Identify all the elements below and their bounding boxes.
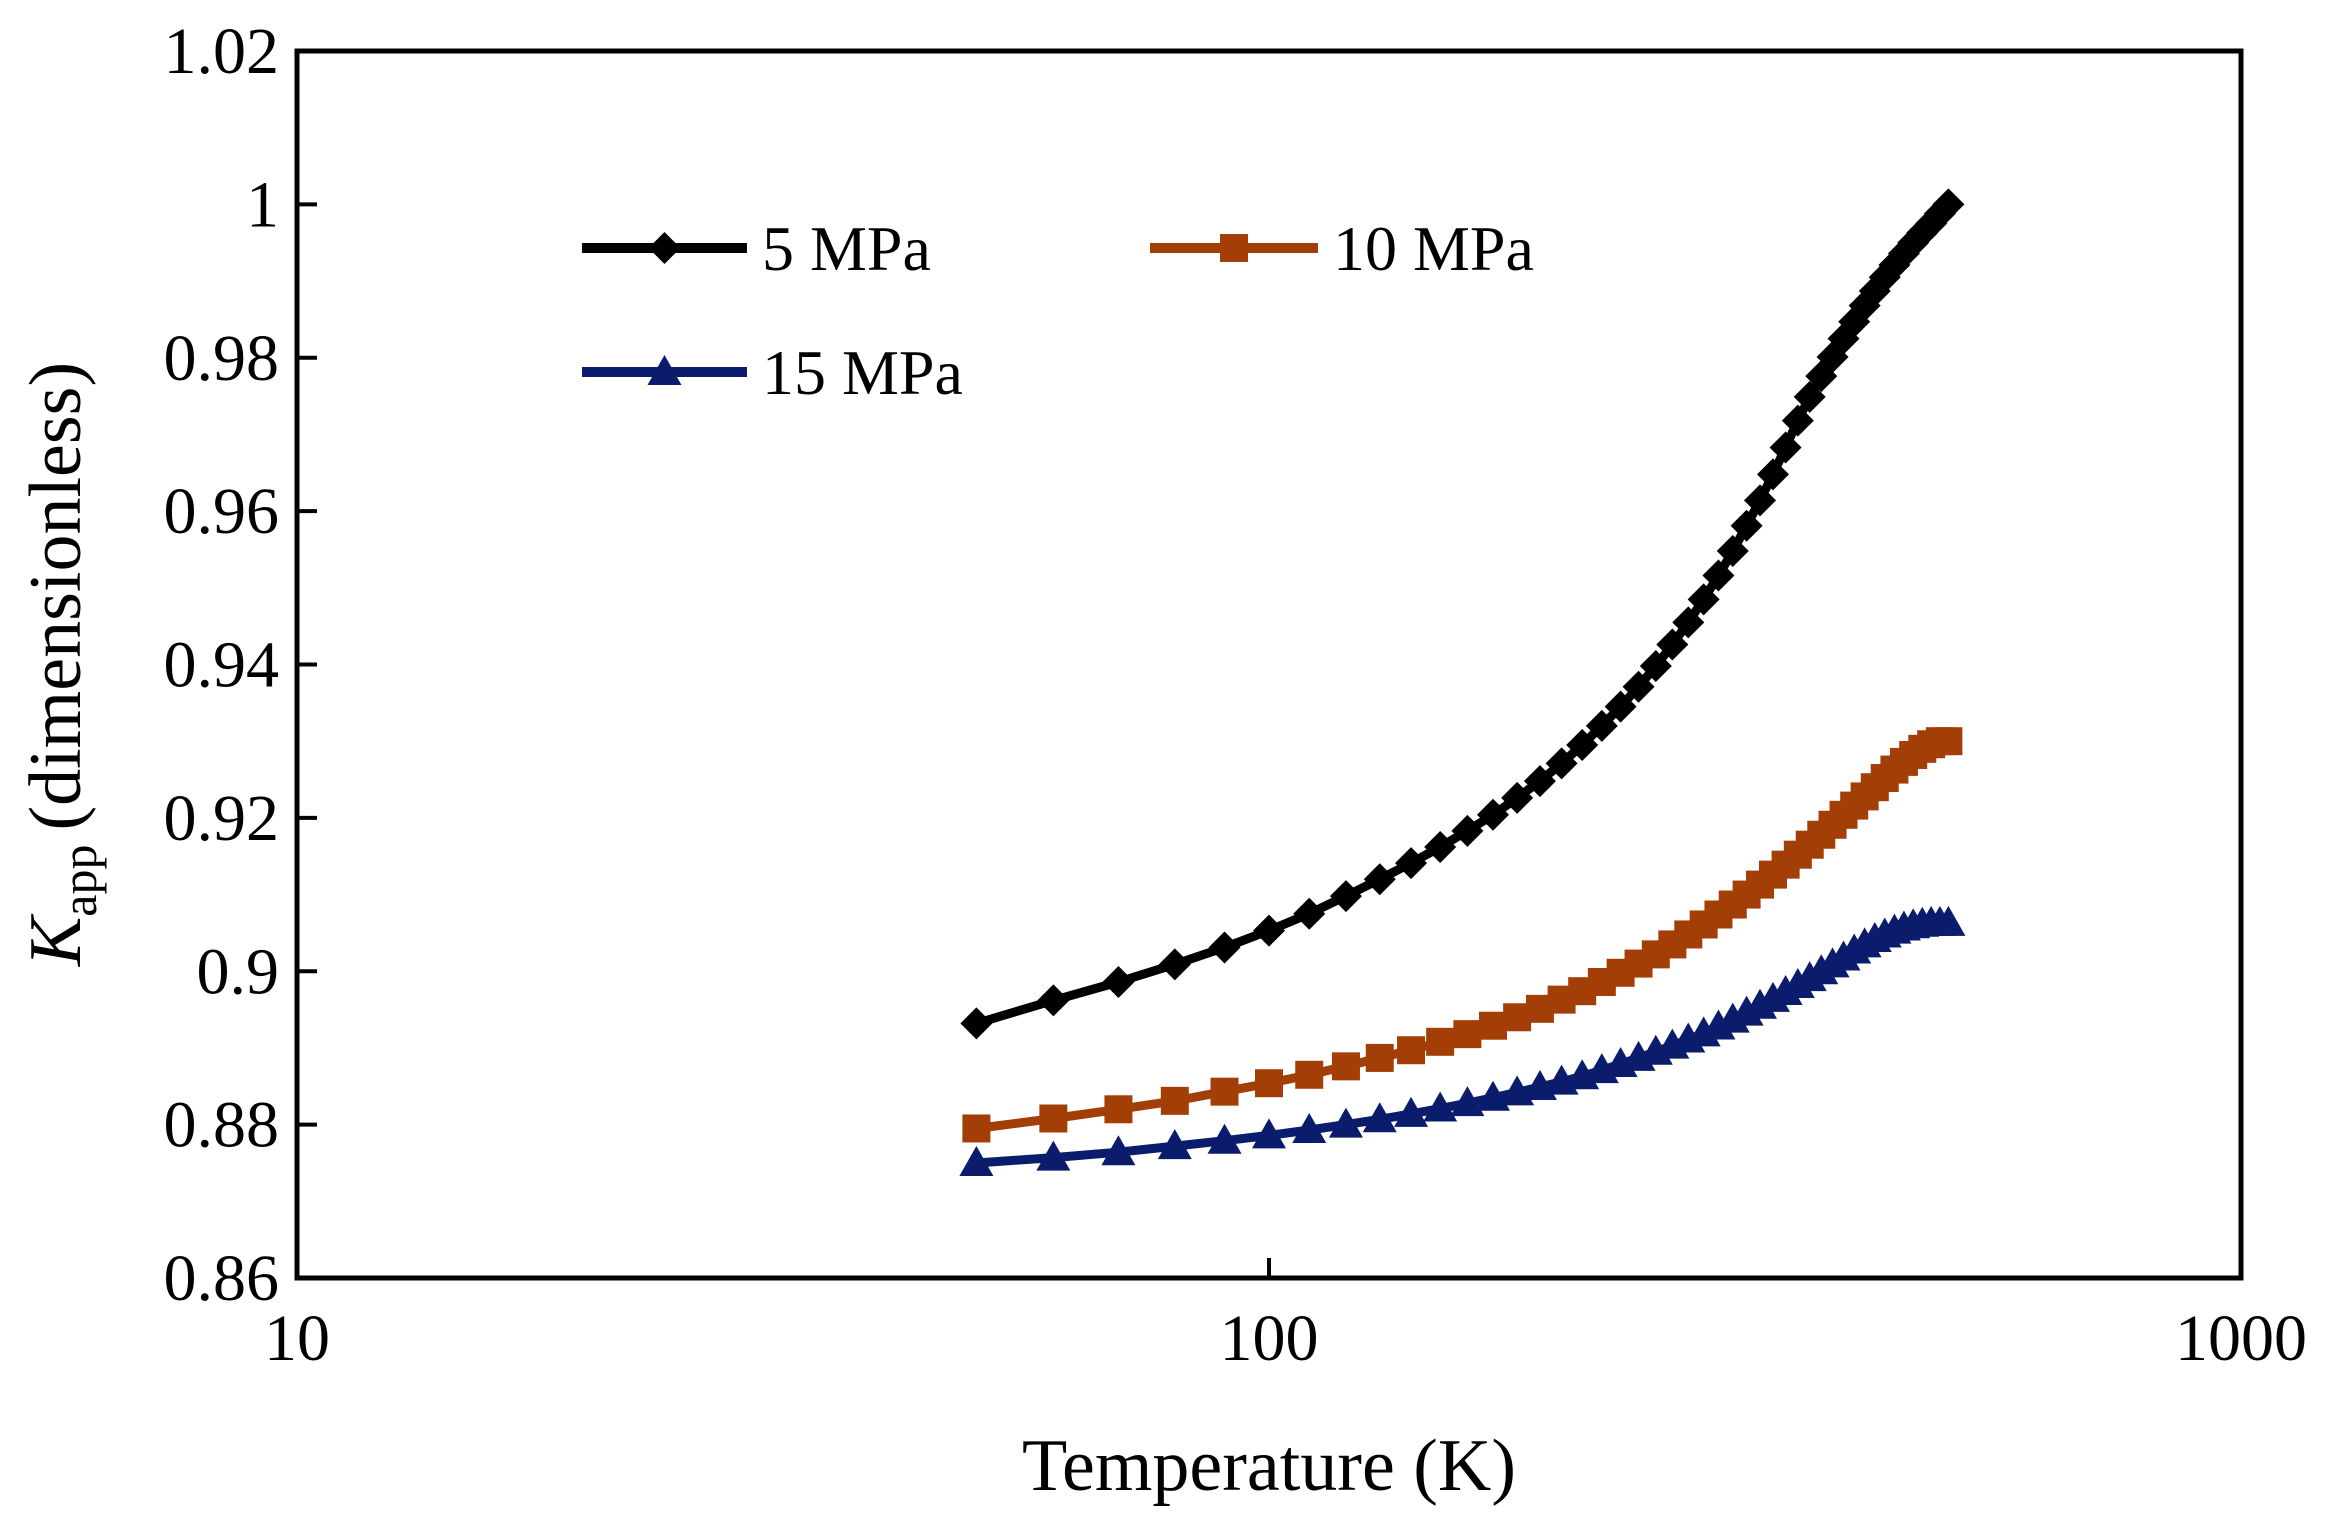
y-tick-label: 0.9	[197, 935, 280, 1008]
data-point-15-mpa	[1157, 1129, 1192, 1160]
legend-item-5-mpa: 5 MPa	[582, 213, 931, 284]
y-tick-label: 1.02	[164, 15, 280, 88]
series-10-mpa	[962, 727, 1963, 1143]
data-point-15-mpa	[1292, 1112, 1327, 1143]
data-point-5-mpa	[1395, 847, 1428, 880]
legend-label-5-mpa: 5 MPa	[762, 213, 931, 284]
x-axis-title: Temperature (K)	[1022, 1425, 1516, 1507]
data-point-5-mpa	[1545, 747, 1578, 780]
data-point-15-mpa	[1423, 1091, 1458, 1122]
data-point-5-mpa	[1208, 931, 1241, 964]
series-5-mpa	[960, 188, 1965, 1040]
data-point-10-mpa	[1331, 1052, 1360, 1081]
legend-item-15-mpa: 15 MPa	[582, 337, 963, 408]
data-point-10-mpa	[1295, 1060, 1324, 1089]
data-point-10-mpa	[1039, 1104, 1068, 1133]
data-point-10-mpa	[1426, 1027, 1455, 1056]
data-point-10-mpa	[1934, 727, 1963, 756]
y-axis-title: Kapp (dimensionless)	[15, 362, 107, 967]
data-point-5-mpa	[1702, 559, 1735, 592]
legend-marker-5-mpa	[648, 232, 681, 264]
legend: 5 MPa 10 MPa 15 MPa	[582, 213, 1534, 408]
data-point-15-mpa	[1328, 1107, 1363, 1138]
data-point-5-mpa	[1424, 831, 1457, 864]
data-point-5-mpa	[1716, 535, 1749, 568]
data-point-5-mpa	[1585, 709, 1618, 742]
x-tick-label: 1000	[2175, 1302, 2307, 1375]
data-point-5-mpa	[1639, 650, 1672, 683]
y-tick-label: 1	[246, 168, 279, 241]
data-point-5-mpa	[1293, 897, 1326, 930]
y-axis-subscript: app	[51, 845, 107, 917]
data-point-5-mpa	[1687, 583, 1720, 616]
data-point-15-mpa	[1036, 1140, 1071, 1171]
plot-area-border	[294, 48, 2244, 1281]
svg-text:Kapp(dimensionless): Kapp (dimensionless)	[15, 362, 107, 967]
data-point-5-mpa	[1451, 814, 1484, 847]
y-axis-text: (dimensionless)	[15, 362, 97, 831]
data-point-15-mpa	[1207, 1123, 1242, 1154]
data-point-5-mpa	[1604, 690, 1637, 723]
data-point-5-mpa	[1523, 765, 1556, 798]
data-point-10-mpa	[1104, 1095, 1133, 1124]
data-point-5-mpa	[1730, 509, 1763, 542]
y-tick-label: 0.94	[164, 629, 280, 702]
data-point-5-mpa	[1656, 628, 1689, 661]
data-point-5-mpa	[1793, 380, 1826, 413]
data-point-5-mpa	[1102, 965, 1135, 998]
y-tick-label: 0.86	[164, 1242, 280, 1315]
legend-marker-10-mpa	[1220, 234, 1248, 262]
y-tick-label: 0.88	[164, 1089, 280, 1162]
data-point-5-mpa	[1932, 188, 1965, 221]
data-point-15-mpa	[1450, 1086, 1485, 1117]
data-point-15-mpa	[959, 1145, 994, 1176]
series-layer	[959, 188, 1966, 1176]
data-point-10-mpa	[1210, 1077, 1239, 1106]
y-axis-symbol: K	[15, 913, 97, 967]
data-point-5-mpa	[960, 1007, 993, 1040]
legend-label-10-mpa: 10 MPa	[1333, 213, 1534, 284]
data-point-5-mpa	[1501, 781, 1534, 814]
series-15-mpa	[959, 905, 1966, 1176]
x-tick-label: 100	[1220, 1302, 1319, 1375]
data-point-5-mpa	[1476, 798, 1509, 831]
data-point-5-mpa	[1769, 431, 1802, 464]
x-tick-labels: 10 100 1000	[264, 1302, 2307, 1375]
data-point-15-mpa	[1394, 1096, 1429, 1127]
data-point-5-mpa	[1566, 729, 1599, 762]
data-point-5-mpa	[1037, 984, 1070, 1017]
y-tick-label: 0.96	[164, 475, 280, 548]
data-point-5-mpa	[1744, 484, 1777, 517]
data-point-15-mpa	[1252, 1118, 1286, 1149]
data-point-5-mpa	[1781, 404, 1814, 437]
data-point-10-mpa	[1365, 1043, 1394, 1072]
y-tick-labels: 0.86 0.88 0.9 0.92 0.94 0.96 0.98 1 1.02	[164, 15, 280, 1315]
data-point-15-mpa	[1362, 1102, 1397, 1133]
data-point-10-mpa	[1478, 1011, 1507, 1040]
data-point-5-mpa	[1756, 458, 1789, 491]
y-tick-label: 0.98	[164, 322, 280, 395]
x-tick-label: 10	[264, 1302, 330, 1375]
legend-item-10-mpa: 10 MPa	[1150, 213, 1534, 284]
data-point-10-mpa	[1397, 1036, 1426, 1065]
data-point-5-mpa	[1363, 863, 1396, 896]
data-point-15-mpa	[1101, 1135, 1136, 1166]
data-point-10-mpa	[1255, 1069, 1283, 1098]
legend-marker-15-mpa	[647, 355, 682, 385]
data-point-5-mpa	[1253, 914, 1285, 947]
data-point-5-mpa	[1622, 670, 1655, 703]
data-point-5-mpa	[1672, 606, 1705, 639]
data-point-10-mpa	[1453, 1020, 1482, 1049]
data-point-5-mpa	[1158, 948, 1191, 981]
legend-label-15-mpa: 15 MPa	[762, 337, 963, 408]
y-tick-label: 0.92	[164, 782, 280, 855]
data-point-15-mpa	[1931, 905, 1966, 936]
data-point-5-mpa	[1329, 880, 1362, 913]
data-point-10-mpa	[1160, 1086, 1189, 1115]
data-point-10-mpa	[962, 1114, 991, 1143]
